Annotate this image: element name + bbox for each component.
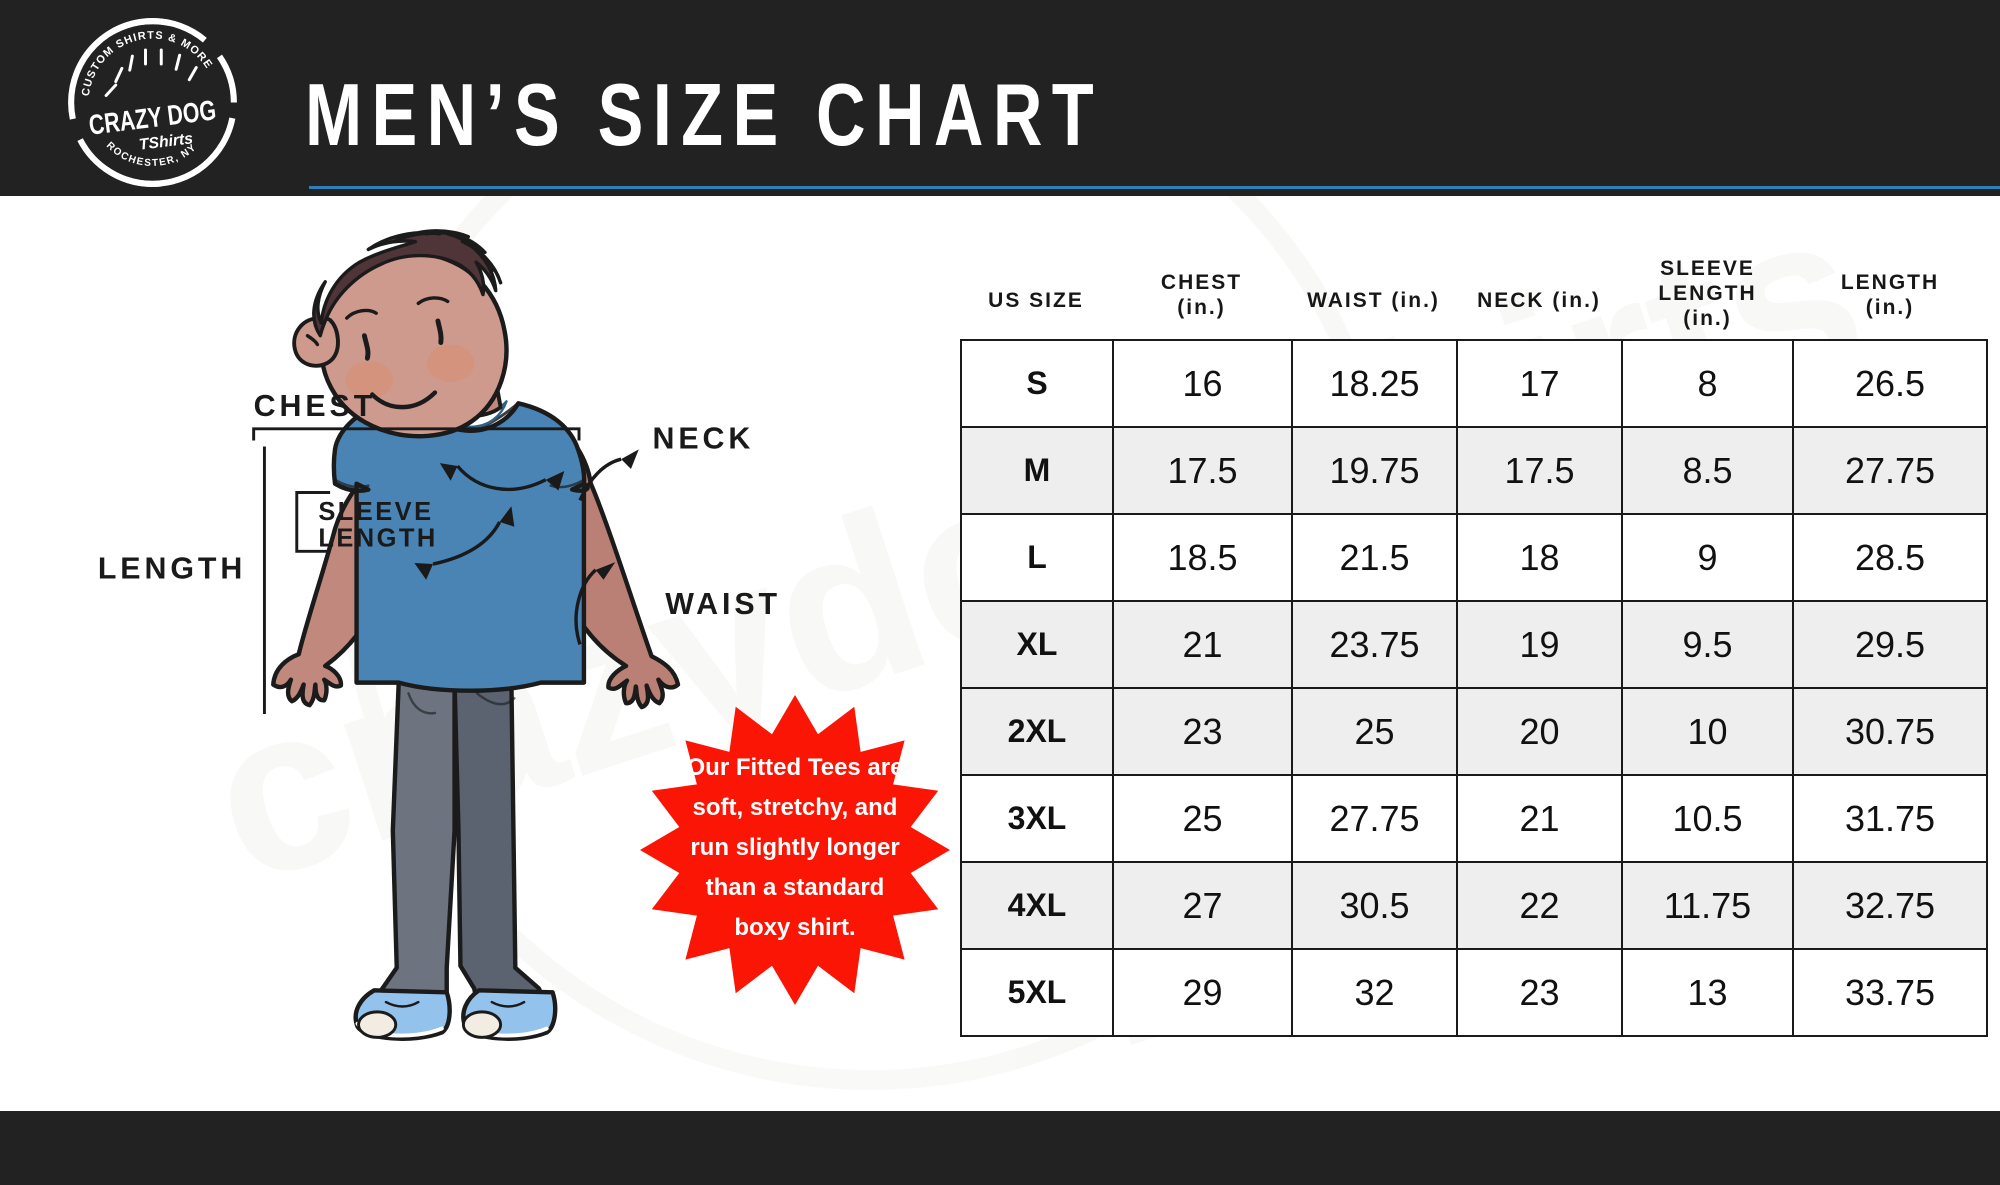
svg-text:SLEEVE: SLEEVE — [318, 498, 433, 526]
svg-text:CHEST: CHEST — [254, 389, 377, 423]
svg-text:NECK: NECK — [653, 421, 755, 455]
svg-text:LENGTH: LENGTH — [98, 552, 246, 586]
svg-text:WAIST: WAIST — [665, 587, 781, 621]
svg-text:LENGTH: LENGTH — [318, 524, 437, 552]
